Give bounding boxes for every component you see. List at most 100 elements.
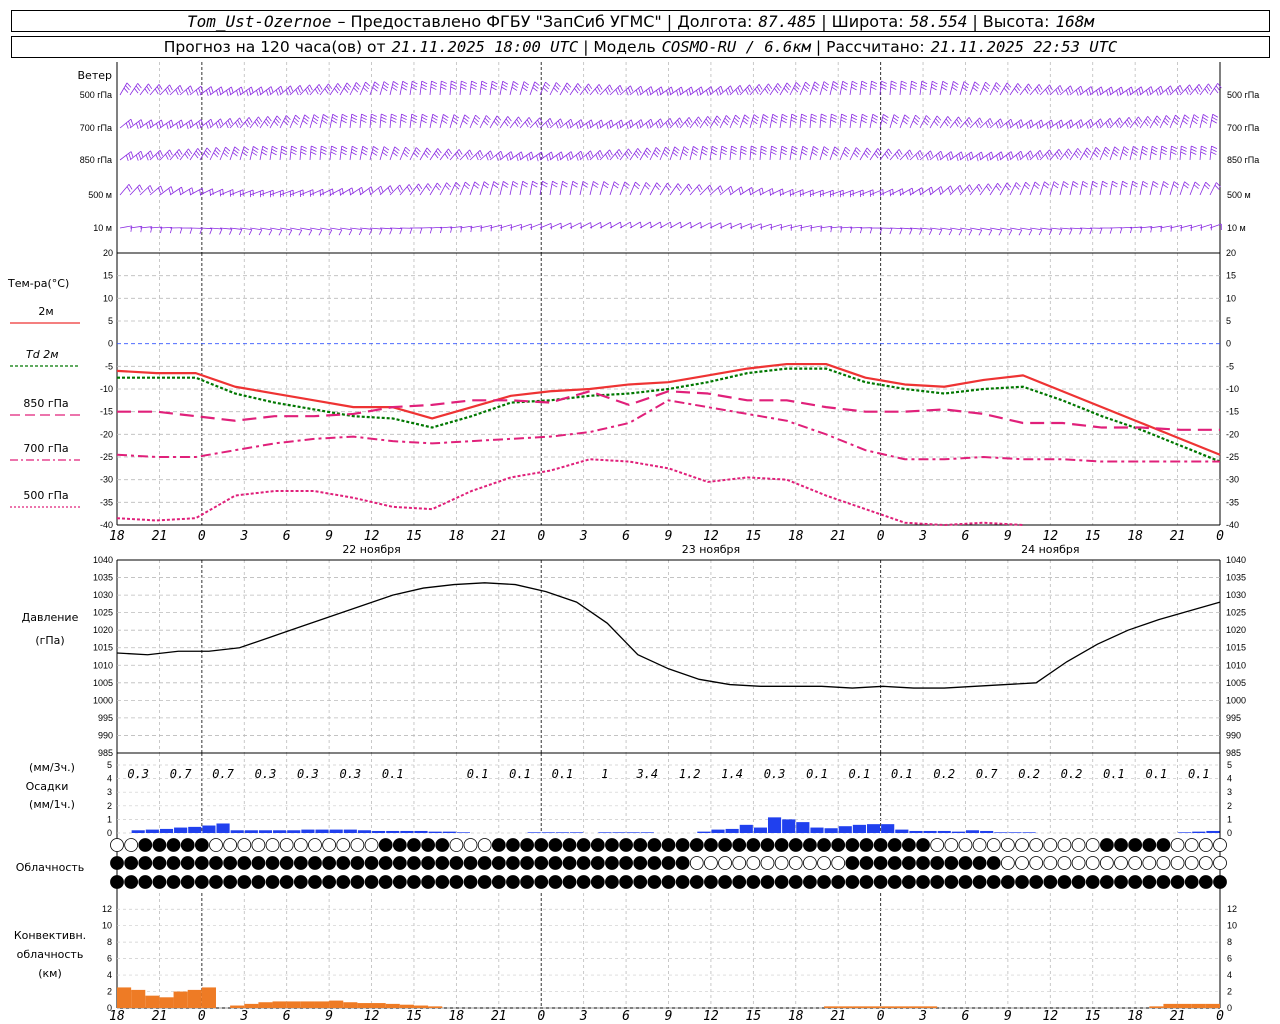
wind-barb-feather <box>360 119 367 123</box>
wind-barb-feather <box>1111 86 1114 93</box>
wind-barb <box>209 118 221 129</box>
wind-barb-feather <box>1206 85 1211 92</box>
precip-bar <box>329 829 343 833</box>
wind-barb-feather <box>1172 120 1178 125</box>
wind-barb-feather <box>149 185 154 192</box>
hour-label-top: 18 <box>788 529 804 544</box>
wind-barb <box>169 149 180 161</box>
altitude-value: 168м <box>1055 11 1095 31</box>
wind-barb <box>739 223 752 229</box>
wind-barb-feather <box>742 120 748 125</box>
wind-barb-feather <box>358 229 363 236</box>
wind-barb-feather <box>125 155 129 161</box>
wind-barb-feather <box>546 155 549 162</box>
wind-barb <box>939 185 951 196</box>
wind-level-label-left: 10 м <box>93 223 112 233</box>
wind-barb-feather <box>730 186 734 193</box>
precip-bar <box>1206 830 1220 833</box>
wind-barb-feather <box>140 119 144 126</box>
wind-barb-feather <box>666 90 669 97</box>
wind-barb-feather <box>968 153 972 160</box>
wind-barb-feather <box>609 149 613 156</box>
wind-barb-feather <box>801 148 808 153</box>
temp-ytick-right: 0 <box>1226 339 1231 349</box>
conv-title-2: облачность <box>17 948 84 961</box>
hour-label-top: 21 <box>1170 529 1186 544</box>
wind-barb-feather <box>648 120 651 127</box>
wind-barb-feather <box>169 84 173 91</box>
wind-barb <box>519 181 524 196</box>
wind-barb-feather <box>914 117 920 123</box>
wind-barb-feather <box>226 90 229 97</box>
cloud-symbol <box>1156 838 1171 852</box>
wind-barb-feather <box>781 113 788 118</box>
precip-bar <box>1192 831 1206 833</box>
wind-barb-feather <box>532 87 538 92</box>
wind-barb <box>589 119 602 129</box>
wind-barb-feather <box>1102 152 1108 157</box>
wind-barb-feather <box>244 121 249 128</box>
hour-label-bottom: 21 <box>491 1009 507 1024</box>
precip-ytick-right: 3 <box>1227 787 1232 797</box>
wind-barb-feather <box>491 86 497 91</box>
wind-barb-feather <box>917 152 921 159</box>
wind-barb <box>1169 85 1181 96</box>
wind-barb-feather <box>1142 183 1148 188</box>
wind-barb <box>549 151 562 161</box>
wind-barb-feather <box>242 149 249 154</box>
wind-barb-feather <box>627 87 631 94</box>
wind-barb-feather <box>753 114 760 119</box>
wind-barb-feather <box>261 148 268 153</box>
wind-barb-feather <box>155 154 159 161</box>
cloud-symbol <box>1015 875 1029 889</box>
conv-bar <box>357 1003 372 1008</box>
wind-barb-feather <box>886 151 891 157</box>
wind-barb <box>119 225 132 229</box>
conv-bar <box>1163 1003 1178 1008</box>
wind-barb-feather <box>721 148 727 153</box>
wind-barb <box>539 223 552 229</box>
wind-barb <box>749 223 762 229</box>
wind-barb-feather <box>186 123 189 130</box>
wind-barb-feather <box>1047 151 1051 158</box>
wind-barb <box>1169 146 1172 161</box>
wind-barb-feather <box>258 229 263 236</box>
wind-barb-feather <box>618 121 622 128</box>
wind-barb-feather <box>1065 89 1069 96</box>
wind-barb-feather <box>1203 114 1209 118</box>
wind-barb <box>159 226 173 229</box>
wind-barb-feather <box>291 145 298 149</box>
wind-barb <box>339 187 353 196</box>
wind-barb <box>819 225 832 229</box>
wind-barb-feather <box>1172 184 1179 189</box>
cloud-symbol <box>138 838 153 852</box>
precip-bar <box>555 832 570 833</box>
wind-barb <box>899 227 912 230</box>
cloud-symbol <box>944 875 959 889</box>
wind-barb <box>1159 85 1171 96</box>
wind-barb <box>499 151 512 161</box>
wind-barb-feather <box>1177 87 1181 94</box>
wind-barb-feather <box>669 118 674 124</box>
wind-barb-feather <box>950 151 954 158</box>
cloud-symbol <box>336 856 351 870</box>
wind-barb-feather <box>463 117 469 122</box>
wind-barb-feather <box>278 229 283 236</box>
wind-barb-feather <box>432 113 439 118</box>
wind-barb <box>369 146 374 161</box>
cloud-symbol <box>647 875 662 889</box>
precip-bar <box>895 829 909 833</box>
conv-bar <box>923 1006 938 1008</box>
wind-barb <box>579 181 584 196</box>
wind-barb-feather <box>645 90 649 96</box>
wind-barb-feather <box>894 153 899 160</box>
wind-barb <box>1129 86 1142 96</box>
wind-barb-feather <box>437 148 442 154</box>
wind-barb <box>949 227 962 231</box>
wind-barb <box>219 189 234 196</box>
wind-barb-feather <box>401 83 408 88</box>
wind-barb <box>779 224 792 229</box>
hour-label-top: 12 <box>1042 529 1058 544</box>
wind-barb-feather <box>1045 89 1049 95</box>
precip-bar <box>301 829 315 833</box>
